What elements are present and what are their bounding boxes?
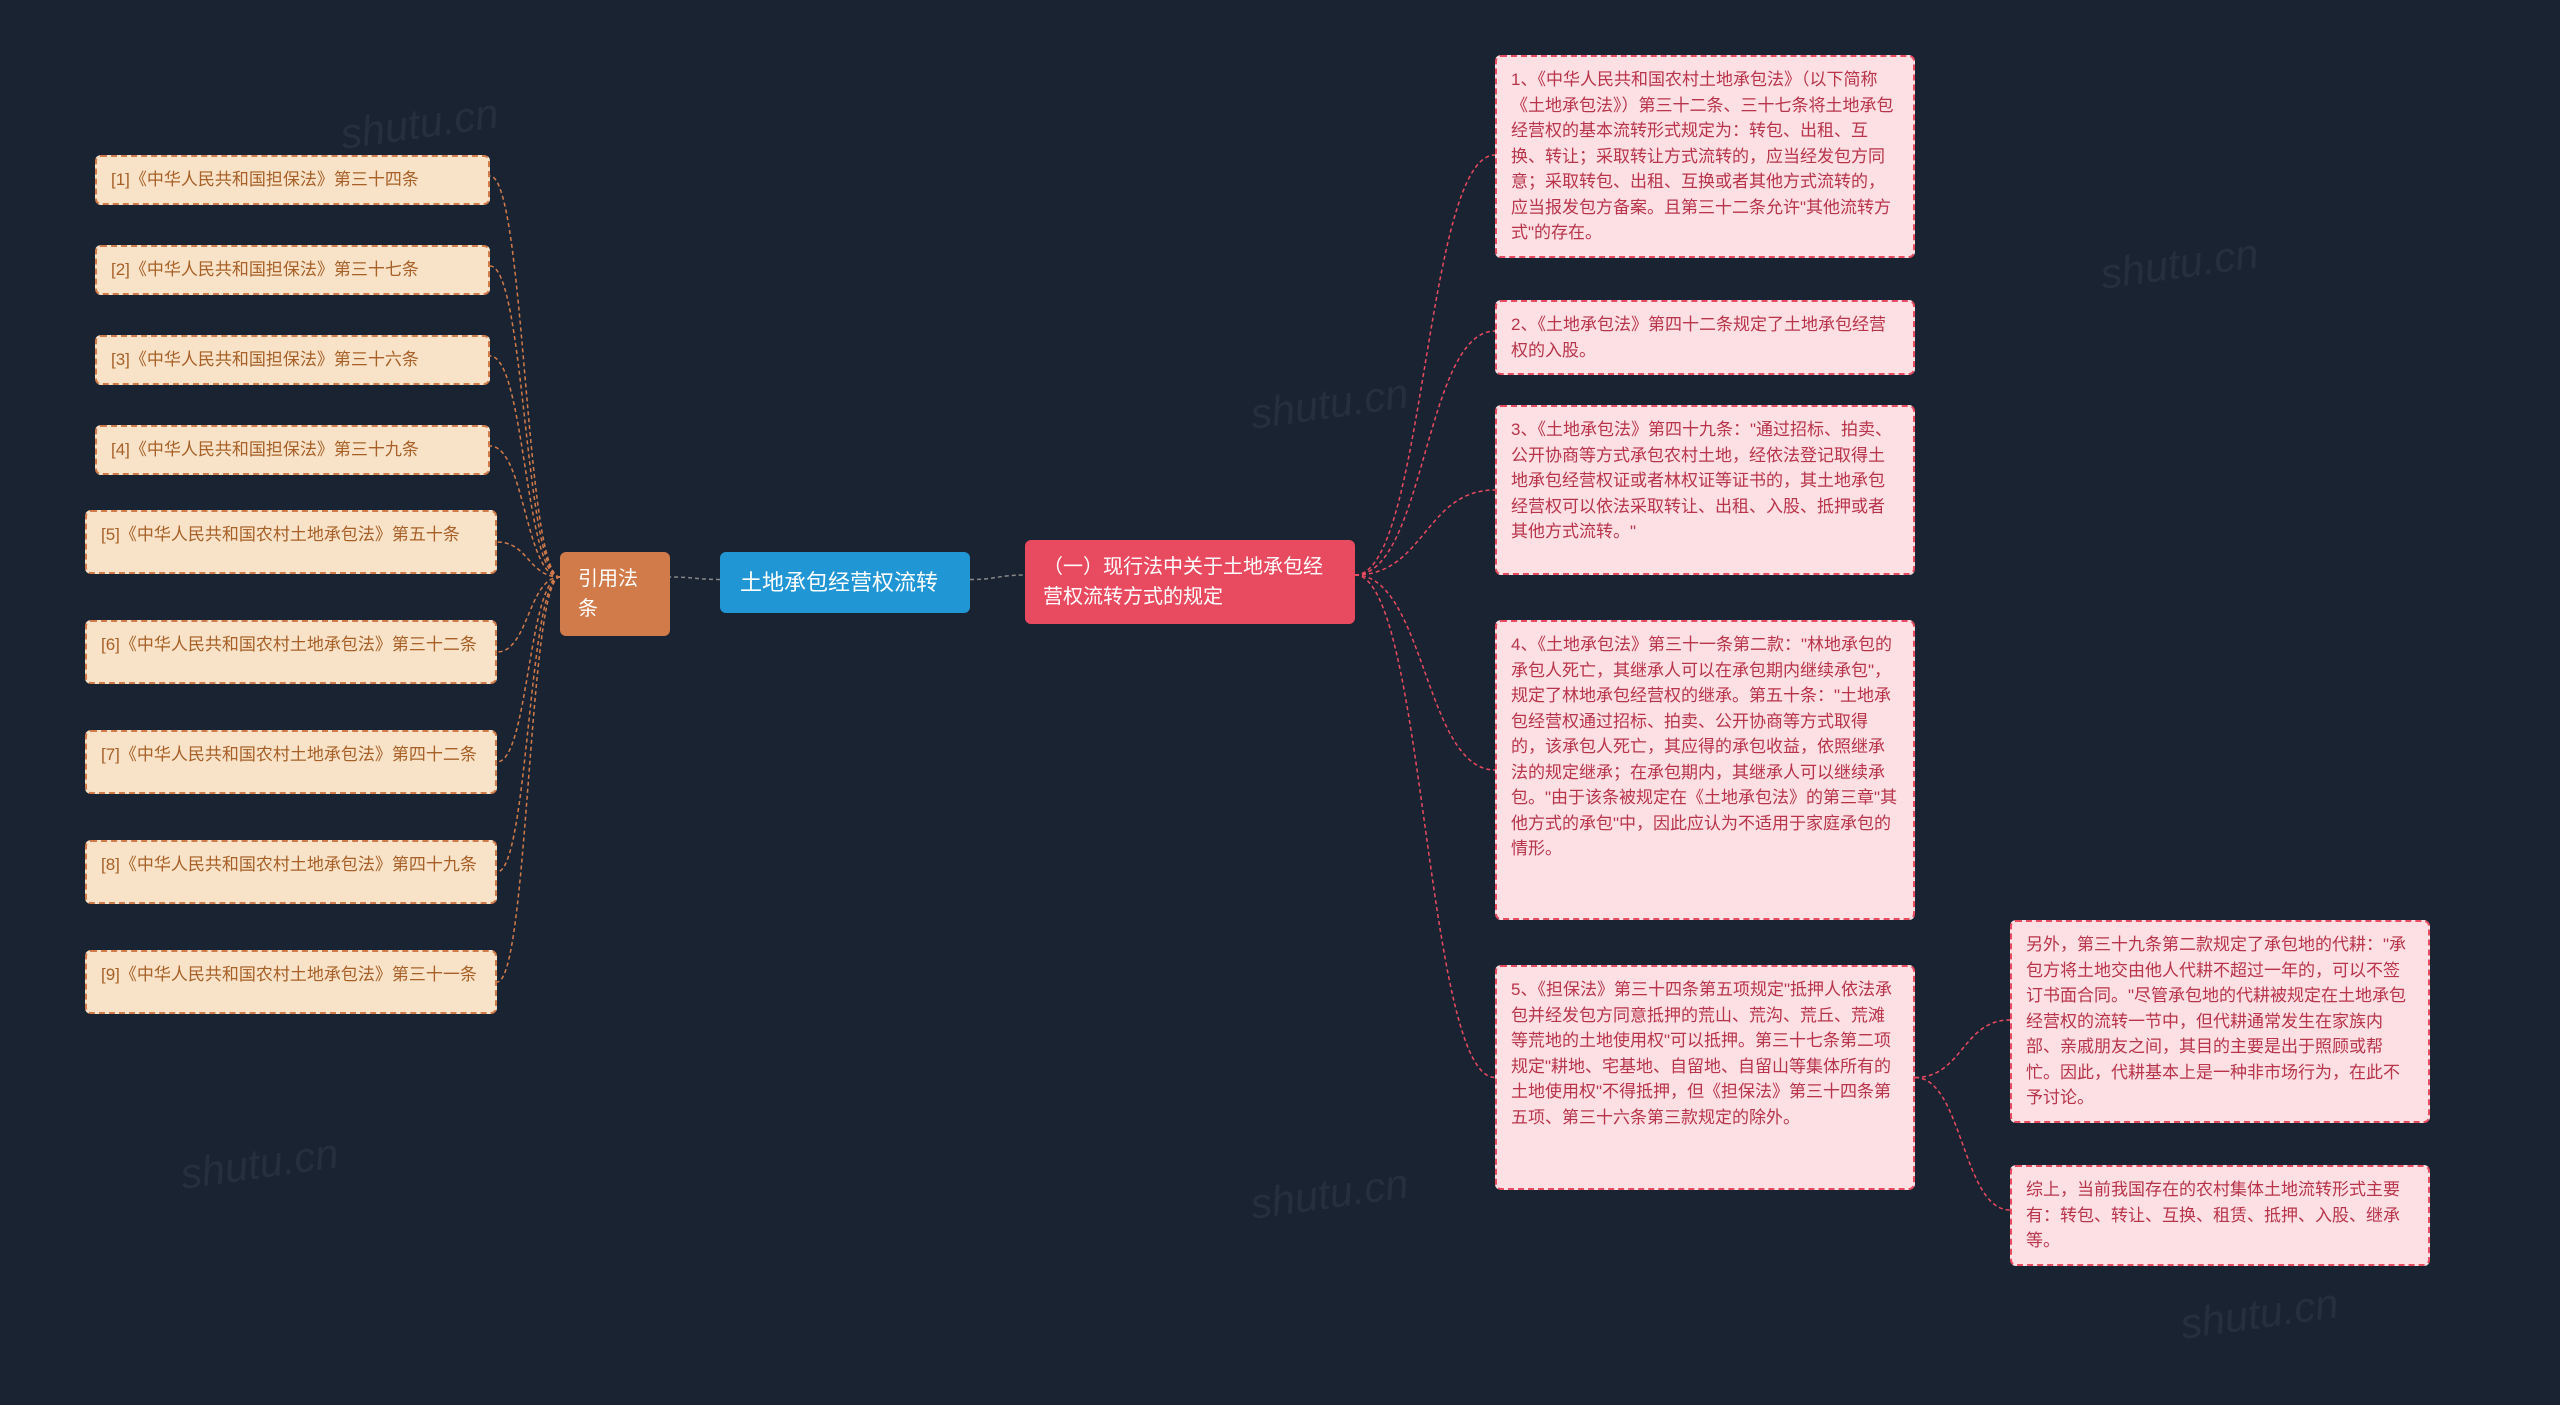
citation-item-2: [3]《中华人民共和国担保法》第三十六条 bbox=[95, 335, 490, 385]
detail-item-0: 1、《中华人民共和国农村土地承包法》（以下简称《土地承包法》）第三十二条、三十七… bbox=[1495, 55, 1915, 258]
watermark: shutu.cn bbox=[2097, 229, 2261, 299]
citation-item-8: [9]《中华人民共和国农村土地承包法》第三十一条 bbox=[85, 950, 497, 1014]
root-node: 土地承包经营权流转 bbox=[720, 552, 970, 613]
watermark: shutu.cn bbox=[1247, 369, 1411, 439]
section-node: （一）现行法中关于土地承包经营权流转方式的规定 bbox=[1025, 540, 1355, 624]
detail-item-3: 4、《土地承包法》第三十一条第二款："林地承包的承包人死亡，其继承人可以在承包期… bbox=[1495, 620, 1915, 920]
detail-item-4-child-0: 另外，第三十九条第二款规定了承包地的代耕："承包方将土地交由他人代耕不超过一年的… bbox=[2010, 920, 2430, 1123]
detail-item-1: 2、《土地承包法》第四十二条规定了土地承包经营权的入股。 bbox=[1495, 300, 1915, 375]
citation-item-5: [6]《中华人民共和国农村土地承包法》第三十二条 bbox=[85, 620, 497, 684]
citation-item-7: [8]《中华人民共和国农村土地承包法》第四十九条 bbox=[85, 840, 497, 904]
detail-item-4-child-1: 综上，当前我国存在的农村集体土地流转形式主要有：转包、转让、互换、租赁、抵押、入… bbox=[2010, 1165, 2430, 1266]
citation-item-1: [2]《中华人民共和国担保法》第三十七条 bbox=[95, 245, 490, 295]
watermark: shutu.cn bbox=[2177, 1279, 2341, 1349]
watermark: shutu.cn bbox=[337, 89, 501, 159]
citation-item-3: [4]《中华人民共和国担保法》第三十九条 bbox=[95, 425, 490, 475]
watermark: shutu.cn bbox=[1247, 1159, 1411, 1229]
citation-item-6: [7]《中华人民共和国农村土地承包法》第四十二条 bbox=[85, 730, 497, 794]
detail-item-4: 5、《担保法》第三十四条第五项规定"抵押人依法承包并经发包方同意抵押的荒山、荒沟… bbox=[1495, 965, 1915, 1190]
citation-item-0: [1]《中华人民共和国担保法》第三十四条 bbox=[95, 155, 490, 205]
citation-item-4: [5]《中华人民共和国农村土地承包法》第五十条 bbox=[85, 510, 497, 574]
watermark: shutu.cn bbox=[177, 1129, 341, 1199]
citations-node: 引用法条 bbox=[560, 552, 670, 636]
detail-item-2: 3、《土地承包法》第四十九条："通过招标、拍卖、公开协商等方式承包农村土地，经依… bbox=[1495, 405, 1915, 575]
